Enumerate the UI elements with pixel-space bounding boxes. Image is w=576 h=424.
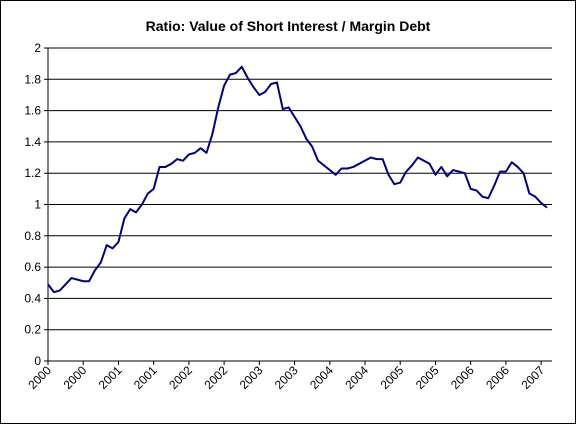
y-tick-label: 0.6 (24, 260, 41, 274)
chart-title: Ratio: Value of Short Interest / Margin … (146, 18, 431, 34)
y-tick-label: 1 (34, 198, 41, 212)
line-series (47, 65, 548, 294)
y-tick-label: 1.8 (24, 72, 41, 86)
y-tick-label: 1.2 (24, 166, 41, 180)
y-tick-label: 0 (34, 354, 41, 368)
y-tick-label: 1.4 (24, 135, 41, 149)
y-tick-label: 0.2 (24, 323, 41, 337)
y-tick-label: 1.6 (24, 104, 41, 118)
y-tick-label: 0.4 (24, 291, 41, 305)
y-tick-label: 2 (34, 41, 41, 55)
y-tick-label: 0.8 (24, 229, 41, 243)
